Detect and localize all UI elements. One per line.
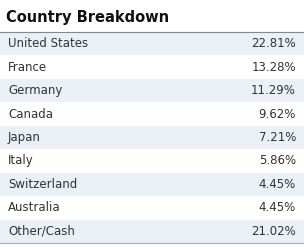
Bar	[0, 220, 304, 243]
Text: 9.62%: 9.62%	[259, 107, 296, 121]
Text: Country Breakdown: Country Breakdown	[6, 11, 169, 25]
Text: 13.28%: 13.28%	[251, 61, 296, 74]
Text: 4.45%: 4.45%	[259, 178, 296, 191]
Bar	[0, 173, 304, 196]
Text: United States: United States	[8, 37, 88, 50]
Bar	[0, 32, 304, 55]
Bar	[0, 149, 304, 173]
Text: 7.21%: 7.21%	[259, 131, 296, 144]
Text: Other/Cash: Other/Cash	[8, 225, 75, 238]
Text: Switzerland: Switzerland	[8, 178, 77, 191]
Bar	[0, 55, 304, 79]
Text: France: France	[8, 61, 47, 74]
Text: Canada: Canada	[8, 107, 53, 121]
Text: 21.02%: 21.02%	[251, 225, 296, 238]
Text: 22.81%: 22.81%	[251, 37, 296, 50]
Text: Japan: Japan	[8, 131, 41, 144]
Text: 11.29%: 11.29%	[251, 84, 296, 97]
Bar	[0, 196, 304, 220]
Bar	[0, 102, 304, 126]
Text: Germany: Germany	[8, 84, 62, 97]
Text: 4.45%: 4.45%	[259, 201, 296, 214]
Bar	[0, 126, 304, 149]
Text: Italy: Italy	[8, 154, 34, 167]
Text: Australia: Australia	[8, 201, 60, 214]
Bar	[0, 4, 304, 32]
Bar	[0, 79, 304, 102]
Text: 5.86%: 5.86%	[259, 154, 296, 167]
